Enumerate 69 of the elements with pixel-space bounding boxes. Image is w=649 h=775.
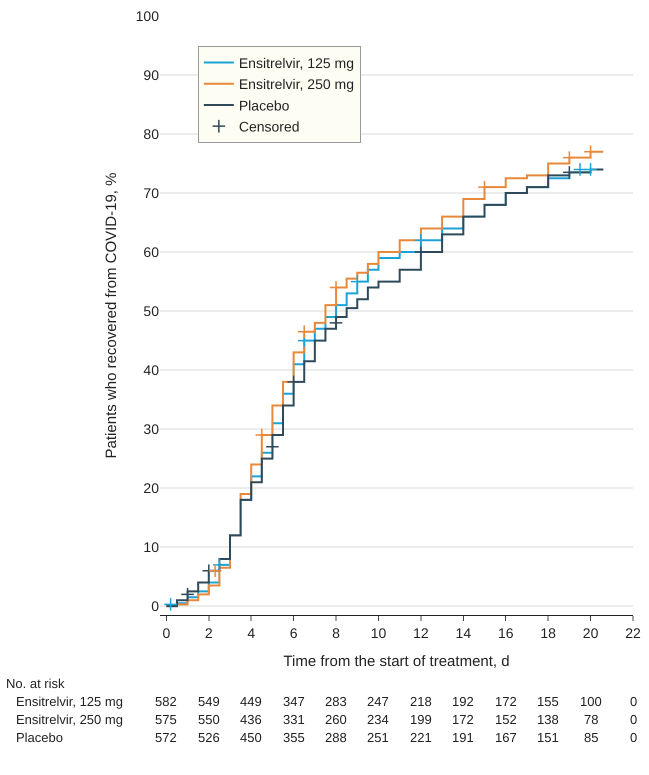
text: 191 <box>452 730 474 745</box>
y-tick-label: 0 <box>151 598 160 614</box>
x-tick-label: 12 <box>413 624 429 641</box>
text: 355 <box>283 730 305 745</box>
text: 85 <box>584 730 598 745</box>
text: 247 <box>367 694 389 709</box>
text: No. at risk <box>6 676 66 691</box>
text: 526 <box>198 730 220 745</box>
text: 138 <box>537 712 559 727</box>
y-tick-label: 10 <box>143 539 160 556</box>
text: 199 <box>410 712 432 727</box>
y-tick-label: 100 <box>136 8 160 24</box>
text: 100 <box>580 694 602 709</box>
y-tick-label: 90 <box>143 66 160 83</box>
x-tick-label: 14 <box>456 624 472 641</box>
text: 221 <box>410 730 432 745</box>
text: 575 <box>155 712 177 727</box>
y-tick-label: 60 <box>143 244 160 260</box>
text: Ensitrelvir, 250 mg <box>16 712 123 727</box>
x-tick-label: 18 <box>540 624 556 641</box>
text: 0 <box>630 694 638 709</box>
text: 78 <box>584 712 598 727</box>
text: 192 <box>452 694 474 709</box>
y-axis-title: Patients who recovered from COVID-19, % <box>102 172 120 458</box>
x-tick-label: 10 <box>370 624 386 641</box>
x-tick-label: 16 <box>498 624 514 641</box>
text: 549 <box>198 694 220 709</box>
text: 283 <box>325 694 347 709</box>
text: 0 <box>630 712 638 727</box>
y-tick-label: 50 <box>143 302 160 319</box>
text: 331 <box>283 712 305 727</box>
text: 449 <box>240 694 262 709</box>
text: 288 <box>325 730 347 745</box>
text: 251 <box>367 730 389 745</box>
y-tick-label: 40 <box>143 362 160 378</box>
text: 436 <box>240 712 262 727</box>
x-tick-label: 2 <box>204 624 213 641</box>
legend-label: Censored <box>238 118 300 135</box>
x-tick-label: 4 <box>247 624 256 641</box>
text: 572 <box>155 730 177 745</box>
x-tick-label: 20 <box>582 624 599 641</box>
text: 167 <box>495 730 517 745</box>
text: 550 <box>198 712 220 727</box>
x-tick-label: 22 <box>625 624 641 641</box>
x-axis-title: Time from the start of treatment, d <box>283 652 510 670</box>
legend-label: Ensitrelvir, 250 mg <box>238 76 354 92</box>
text: 152 <box>495 712 517 727</box>
x-tick-label: 0 <box>162 624 170 641</box>
text: 172 <box>495 694 517 709</box>
x-tick-label: 8 <box>332 624 340 641</box>
text: 260 <box>325 712 347 727</box>
text: 234 <box>367 712 389 727</box>
y-tick-label: 20 <box>143 480 160 496</box>
text: Ensitrelvir, 125 mg <box>16 694 123 709</box>
legend-label: Ensitrelvir, 125 mg <box>238 55 354 72</box>
y-tick-label: 80 <box>143 126 160 142</box>
text: 151 <box>537 730 559 745</box>
text: 172 <box>452 712 474 727</box>
text: Placebo <box>16 730 63 745</box>
text: 347 <box>283 694 305 709</box>
legend-label: Placebo <box>238 97 290 114</box>
text: 0 <box>630 730 638 745</box>
y-tick-label: 30 <box>143 421 160 437</box>
text: 155 <box>537 694 559 709</box>
text: 218 <box>410 694 432 709</box>
x-tick-label: 6 <box>290 624 298 641</box>
text: 582 <box>155 694 177 709</box>
text: 450 <box>240 730 262 745</box>
y-tick-label: 70 <box>143 184 160 201</box>
